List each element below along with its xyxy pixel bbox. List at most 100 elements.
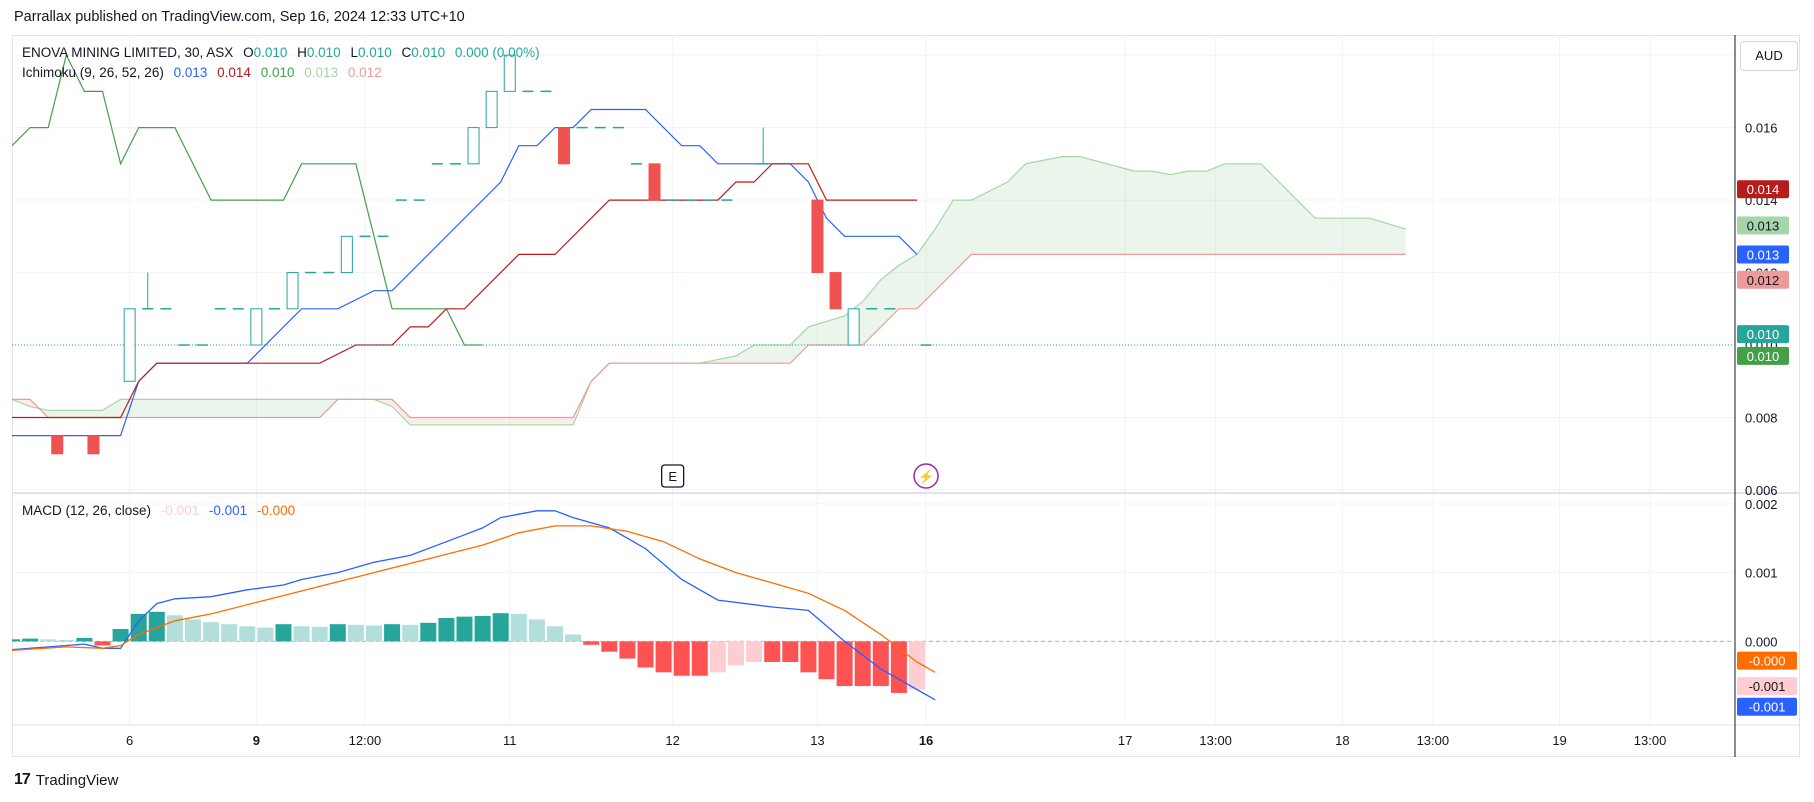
cloud-segment — [545, 417, 555, 425]
macd-histogram-bar — [456, 616, 473, 642]
cloud-segment — [93, 410, 103, 418]
price-badge-bg — [1737, 216, 1789, 235]
candle — [467, 127, 480, 165]
cloud-segment — [1079, 156, 1089, 255]
macd-histogram-bar — [311, 626, 328, 642]
cloud-segment — [183, 399, 193, 418]
macd-histogram-bar — [203, 622, 220, 642]
brand-name[interactable]: TradingView — [35, 771, 119, 789]
dividend-marker-icon[interactable]: ⚡ — [913, 463, 939, 489]
ichimoku-legend: Ichimoku (9, 26, 52, 26) 0.013 0.014 0.0… — [22, 65, 388, 80]
candle — [558, 127, 571, 165]
macd-histogram-bar — [112, 629, 129, 642]
macd-histogram-bar — [583, 641, 600, 645]
candle-body — [340, 235, 353, 274]
ichimoku-conversion-value: 0.013 — [173, 65, 208, 80]
earnings-marker[interactable]: E — [661, 464, 685, 488]
grid-lines — [12, 35, 1735, 725]
cloud-segment — [464, 417, 474, 425]
cloud-segment — [1116, 166, 1126, 255]
candle — [123, 308, 136, 382]
macd-histogram-bar — [890, 641, 907, 693]
high-label: H — [297, 45, 307, 60]
macd-histogram-bar — [655, 641, 672, 673]
candle — [250, 308, 263, 346]
cloud-segment — [283, 399, 293, 418]
macd-histogram-bar — [40, 639, 57, 642]
price-tick-label: 0.006 — [1745, 483, 1778, 498]
cloud-segment — [1161, 172, 1171, 255]
symbol-legend: ENOVA MINING LIMITED, 30, ASX O0.010 H0.… — [22, 45, 546, 60]
cloud-segment — [238, 399, 248, 418]
cloud-segment — [1043, 158, 1053, 255]
price-badge-label: 0.014 — [1747, 182, 1780, 197]
macd-line-value: -0.001 — [208, 503, 248, 518]
cloud-segment — [1179, 171, 1189, 255]
marker-label: ⚡ — [918, 469, 934, 485]
price-tick-label: 0.016 — [1745, 121, 1778, 136]
ichimoku-spanB-line — [12, 253, 1406, 419]
cloud-segment — [455, 417, 465, 425]
cloud-segment — [147, 399, 157, 418]
macd-histogram-bar — [474, 615, 491, 642]
tradingview-logo-icon: 17 — [14, 771, 31, 788]
macd-hist-value: -0.001 — [160, 503, 200, 518]
candle — [51, 435, 64, 455]
macd-axis-badge: -0.001 — [1737, 677, 1797, 696]
cloud-segment — [66, 410, 76, 418]
cloud-segment — [428, 417, 438, 425]
cloud-segment — [1324, 218, 1334, 255]
macd-badge-label: -0.001 — [1749, 679, 1786, 694]
macd-histogram-bar — [12, 639, 20, 642]
low-value: 0.010 — [357, 45, 392, 60]
cloud-segment — [1052, 156, 1062, 255]
close-label: C — [401, 45, 412, 60]
candle — [485, 90, 498, 129]
currency-button[interactable]: AUD — [1740, 41, 1798, 71]
macd-histogram-bar — [510, 613, 527, 642]
time-tick-label: 17 — [1118, 733, 1132, 748]
cloud-segment — [500, 417, 510, 425]
macd-legend: MACD (12, 26, close) -0.001 -0.001 -0.00… — [22, 503, 301, 518]
cloud-segment — [138, 399, 148, 418]
macd-tick-label: 0.002 — [1745, 497, 1778, 512]
macd-histogram-bar — [728, 641, 744, 666]
macd-histogram-bar — [185, 619, 201, 642]
cloud-segment — [536, 417, 546, 425]
ichimoku-lagging-value: 0.010 — [260, 65, 295, 80]
macd-histogram-bar — [293, 626, 310, 642]
price-tick-label: 0.008 — [1745, 411, 1778, 426]
cloud-segment — [301, 399, 311, 418]
price-badge-bg — [1737, 245, 1789, 264]
cloud-segment — [871, 279, 881, 336]
cloud-segment — [763, 345, 773, 364]
cloud-segment — [907, 254, 917, 309]
symbol-title[interactable]: ENOVA MINING LIMITED, 30, ASX — [22, 45, 234, 60]
cloud-segment — [193, 399, 203, 418]
marker-box — [661, 464, 685, 488]
macd-histogram-bar — [782, 641, 799, 662]
cloud-segment — [889, 265, 899, 318]
cloud-segment — [808, 324, 818, 346]
cloud-segment — [898, 259, 908, 309]
cloud-segment — [437, 417, 447, 425]
macd-histogram-bar — [239, 626, 256, 642]
macd-histogram-bar — [691, 641, 708, 676]
ichimoku-title[interactable]: Ichimoku (9, 26, 52, 26) — [22, 65, 164, 80]
time-tick-label: 6 — [126, 733, 133, 748]
candle — [503, 54, 516, 92]
macd-title[interactable]: MACD (12, 26, close) — [22, 503, 152, 518]
cloud-segment — [1333, 218, 1343, 255]
cloud-segment — [862, 290, 872, 346]
macd-badge-bg — [1737, 677, 1797, 696]
publish-caption: Parrallax published on TradingView.com, … — [14, 9, 465, 25]
cloud-segment — [953, 200, 963, 273]
candle-body — [648, 163, 661, 201]
cloud-segment — [1378, 220, 1388, 255]
price-axis-badge: 0.013 — [1737, 245, 1789, 264]
cloud-segment — [75, 410, 85, 418]
macd-histogram-bar — [547, 626, 563, 642]
time-tick-label: 12 — [665, 733, 679, 748]
cloud-segment — [473, 417, 483, 425]
